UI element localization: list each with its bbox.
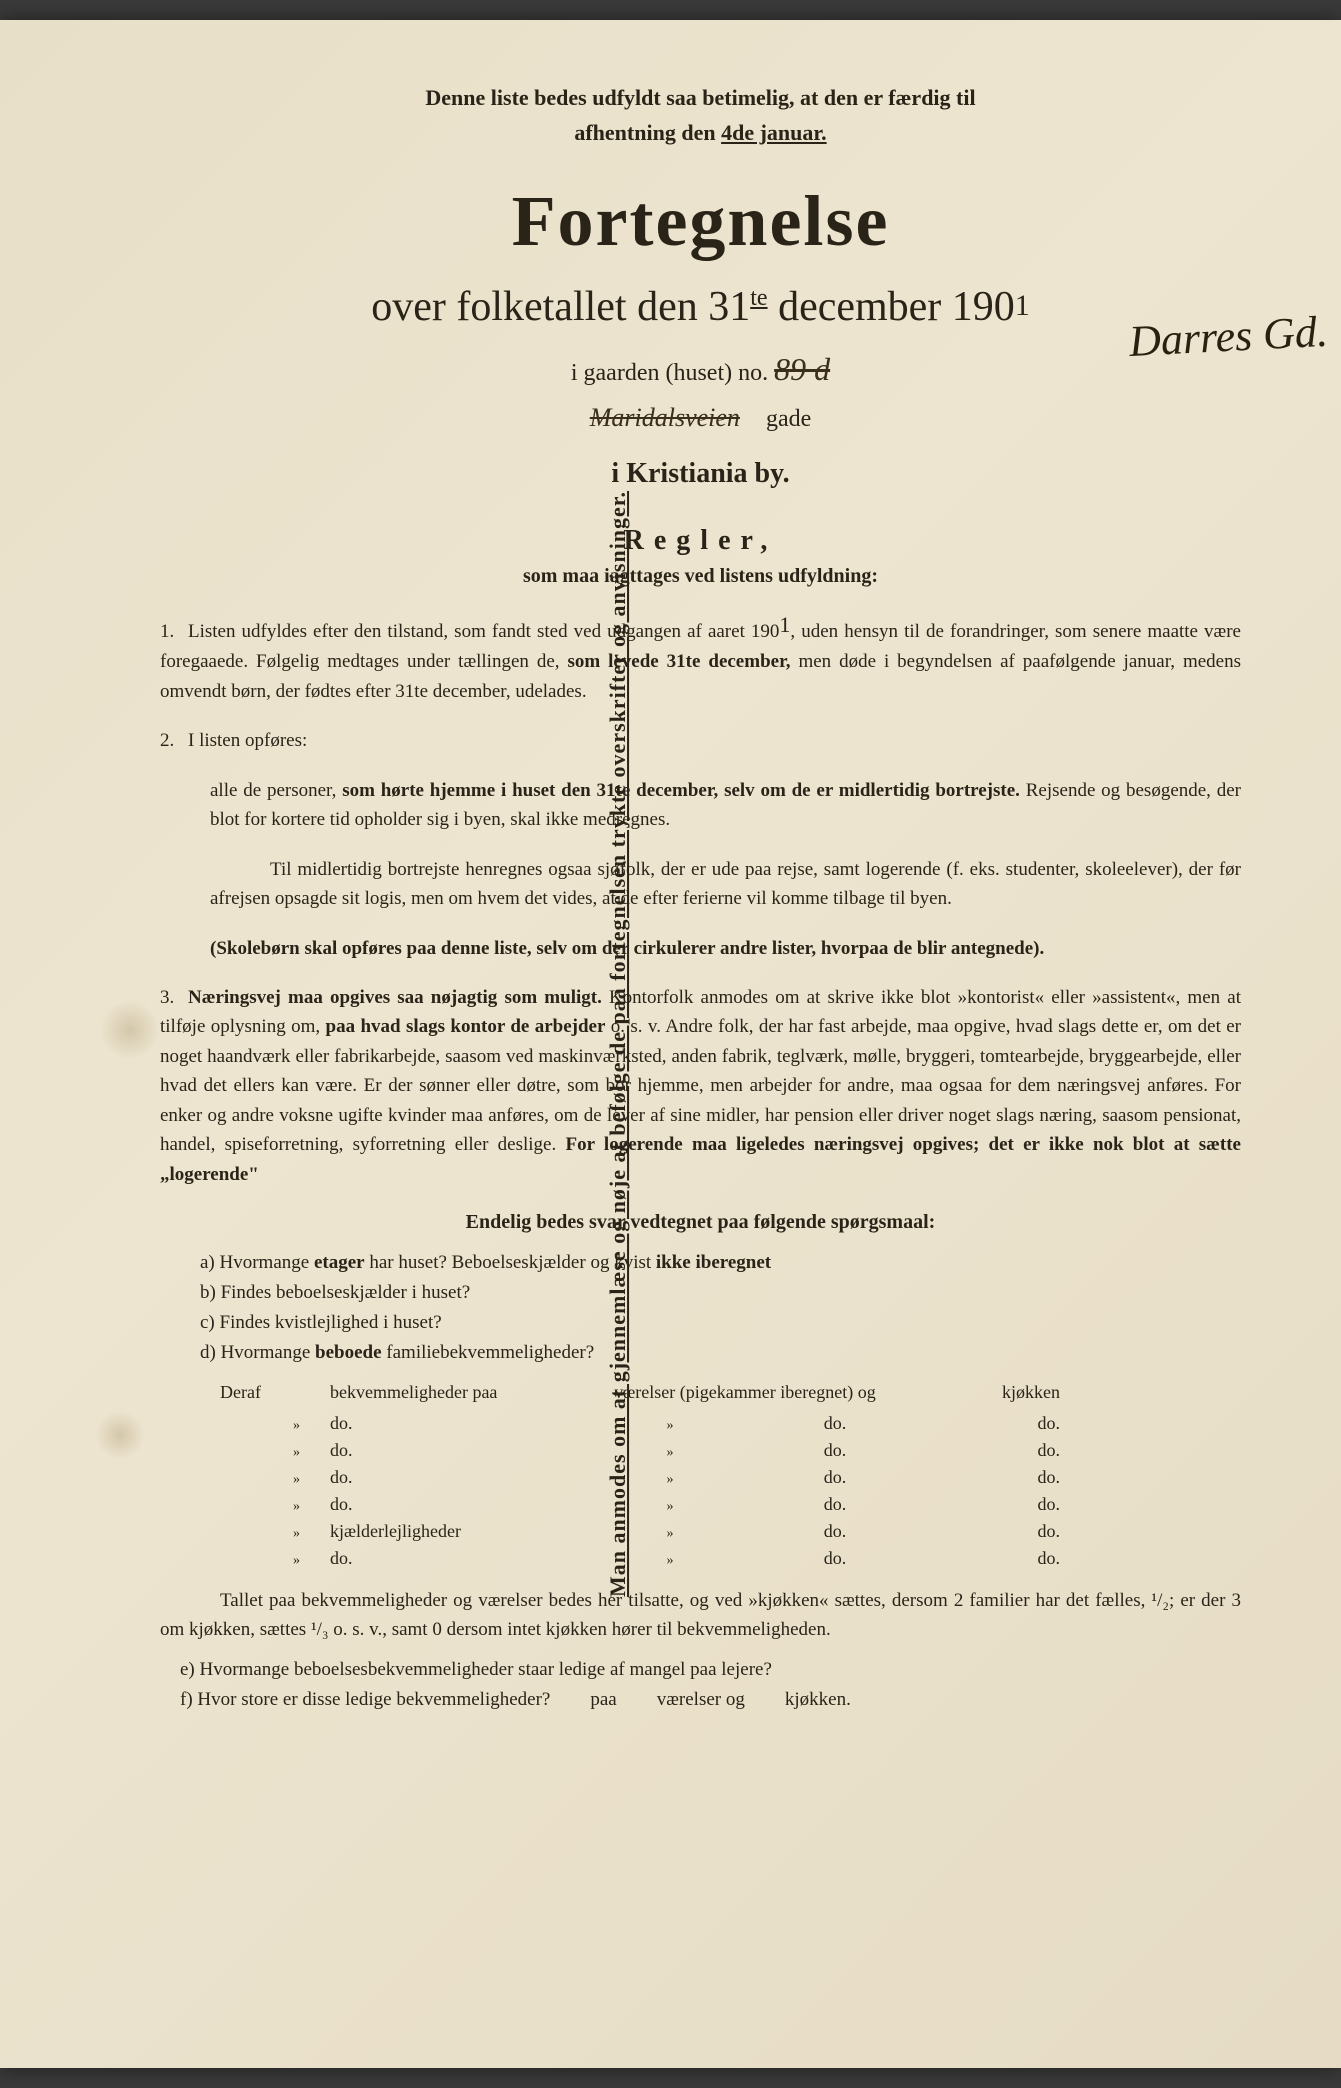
rule-3: 3.Næringsvej maa opgives saa nøjagtig so… [160, 983, 1241, 1189]
qf-mid: paa [590, 1689, 616, 1711]
table-row: » do. » do. do. [220, 1467, 1241, 1488]
qa-b1: etager [314, 1252, 365, 1273]
handwritten-address: Darres Gd. 1 [1128, 304, 1341, 367]
document-page: Man anmodes om at gjennemlæse og nøje at… [0, 20, 1341, 2068]
sidebar-instruction: Man anmodes om at gjennemlæse og nøje at… [605, 491, 631, 1597]
question-f: f) Hvor store er disse ledige bekvemmeli… [160, 1689, 1241, 1711]
question-e: e) Hvormange beboelsesbekvemmeligheder s… [160, 1659, 1241, 1681]
paper-stain [100, 1000, 160, 1060]
tc-do: do. [910, 1521, 1060, 1542]
rule1-bold: som levede 31te december, [567, 651, 790, 672]
tc-do: do. [330, 1467, 580, 1488]
street-line: Maridalsveien gade [160, 403, 1241, 433]
subtitle: over folketallet den 31te december 1901 [160, 283, 1241, 331]
subtitle-year-handwritten: 1 [1015, 289, 1030, 323]
rule1-a: Listen udfyldes efter den tilstand, som … [188, 621, 779, 642]
qa-pre: a) Hvormange [200, 1252, 314, 1273]
table-row: » kjælderlejligheder » do. do. [220, 1521, 1241, 1542]
tc-quot: » [220, 1499, 330, 1515]
table-footnote: Tallet paa bekvemmeligheder og værelser … [160, 1587, 1241, 1644]
gade-label: gade [766, 406, 811, 432]
tc-do: do. [910, 1494, 1060, 1515]
main-title: Fortegnelse [160, 180, 1241, 263]
tc-do: do. [330, 1413, 580, 1434]
tc-do: do. [760, 1494, 910, 1515]
qf-post1: værelser og [657, 1689, 745, 1711]
rules-title: Regler, [160, 525, 1241, 557]
rule-2-body: alle de personer, som hørte hjemme i hus… [160, 776, 1241, 835]
th-bekv: bekvemmeligheder paa [330, 1382, 580, 1403]
rule-2-intro: 2.I listen opføres: [160, 726, 1241, 755]
header-line1: Denne liste bedes udfyldt saa betimelig,… [425, 85, 975, 110]
subtitle-sup: te [750, 285, 767, 311]
tc-kjl: kjælderlejligheder [330, 1521, 580, 1542]
qd-pre: d) Hvormange [200, 1342, 315, 1363]
rule-number: 2. [160, 726, 188, 755]
tc-do: do. [760, 1521, 910, 1542]
tc-quot: » [220, 1418, 330, 1434]
tc-do: do. [330, 1440, 580, 1461]
question-a: a) Hvormange etager har huset? Beboelses… [160, 1252, 1241, 1274]
city-line: i Kristiania by. [160, 458, 1241, 490]
tc-do: do. [760, 1440, 910, 1461]
tc-do: do. [330, 1548, 580, 1569]
tc-do: do. [910, 1413, 1060, 1434]
tc-quot: » [220, 1472, 330, 1488]
tc-quot: » [220, 1553, 330, 1569]
question-b: b) Findes beboelseskjælder i huset? [160, 1282, 1241, 1304]
struck-number: 89 d [774, 351, 830, 388]
rule-number: 1. [160, 617, 188, 646]
rule-2-bold2: (Skolebørn skal opføres paa denne liste,… [160, 934, 1241, 963]
rule1-year: 1 [779, 608, 790, 642]
rule-2-c: Til midlertidig bortrejste henregnes ogs… [160, 855, 1241, 914]
tc-do: do. [910, 1548, 1060, 1569]
tc-do: do. [910, 1440, 1060, 1461]
header-line2-pre: afhentning den [574, 120, 721, 145]
questions-title: Endelig bedes svar vedtegnet paa følgend… [160, 1211, 1241, 1234]
apartment-table: Deraf bekvemmeligheder paa værelser (pig… [220, 1382, 1241, 1569]
qf-post2: kjøkken. [785, 1689, 851, 1711]
table-row: » do. » do. do. [220, 1413, 1241, 1434]
tc-do: do. [910, 1467, 1060, 1488]
header-instruction: Denne liste bedes udfyldt saa betimelig,… [160, 80, 1241, 150]
table-row: » do. » do. do. [220, 1548, 1241, 1569]
tc-do: do. [760, 1467, 910, 1488]
struck-street: Maridalsveien [590, 403, 740, 433]
qd-b: beboede [315, 1342, 382, 1363]
table-row: » do. » do. do. [220, 1494, 1241, 1515]
subtitle-mid: december 190 [768, 284, 1015, 330]
qa-b2: ikke iberegnet [656, 1252, 771, 1273]
tc-do: do. [760, 1548, 910, 1569]
rule2-a: alle de personer, [210, 780, 342, 801]
tc-quot: » [220, 1526, 330, 1542]
rule2-bold1: som hørte hjemme i huset den 31te decemb… [342, 780, 1020, 801]
table-row: » do. » do. do. [220, 1440, 1241, 1461]
tc-quot: » [220, 1445, 330, 1461]
tc-do: do. [760, 1413, 910, 1434]
qf-pre: f) Hvor store er disse ledige bekvemmeli… [180, 1689, 550, 1711]
subtitle-pre: over folketallet den 31 [371, 284, 750, 330]
house-number-line: i gaarden (huset) no. 89 d [160, 351, 1241, 388]
tc-do: do. [330, 1494, 580, 1515]
rule-number: 3. [160, 983, 188, 1012]
rule3-bold1: Næringsvej maa opgives saa nøjagtig som … [188, 987, 602, 1008]
rules-subtitle: som maa iagttages ved listens udfyldning… [160, 565, 1241, 588]
rule-1: 1.Listen udfyldes efter den tilstand, so… [160, 613, 1241, 706]
gaard-label: i gaarden (huset) no. [571, 360, 768, 386]
question-d: d) Hvormange beboede familiebekvemmeligh… [160, 1342, 1241, 1364]
rule3-bold2: paa hvad slags kontor de arbejder [326, 1016, 606, 1037]
paper-stain [95, 1410, 145, 1460]
table-header-row: Deraf bekvemmeligheder paa værelser (pig… [220, 1382, 1241, 1403]
th-kjokken: kjøkken [910, 1382, 1060, 1403]
qd-post: familiebekvemmeligheder? [382, 1342, 595, 1363]
rule2-intro: I listen opføres: [188, 730, 307, 751]
question-c: c) Findes kvistlejlighed i huset? [160, 1312, 1241, 1334]
header-date: 4de januar. [721, 120, 827, 145]
th-deraf: Deraf [220, 1382, 330, 1403]
